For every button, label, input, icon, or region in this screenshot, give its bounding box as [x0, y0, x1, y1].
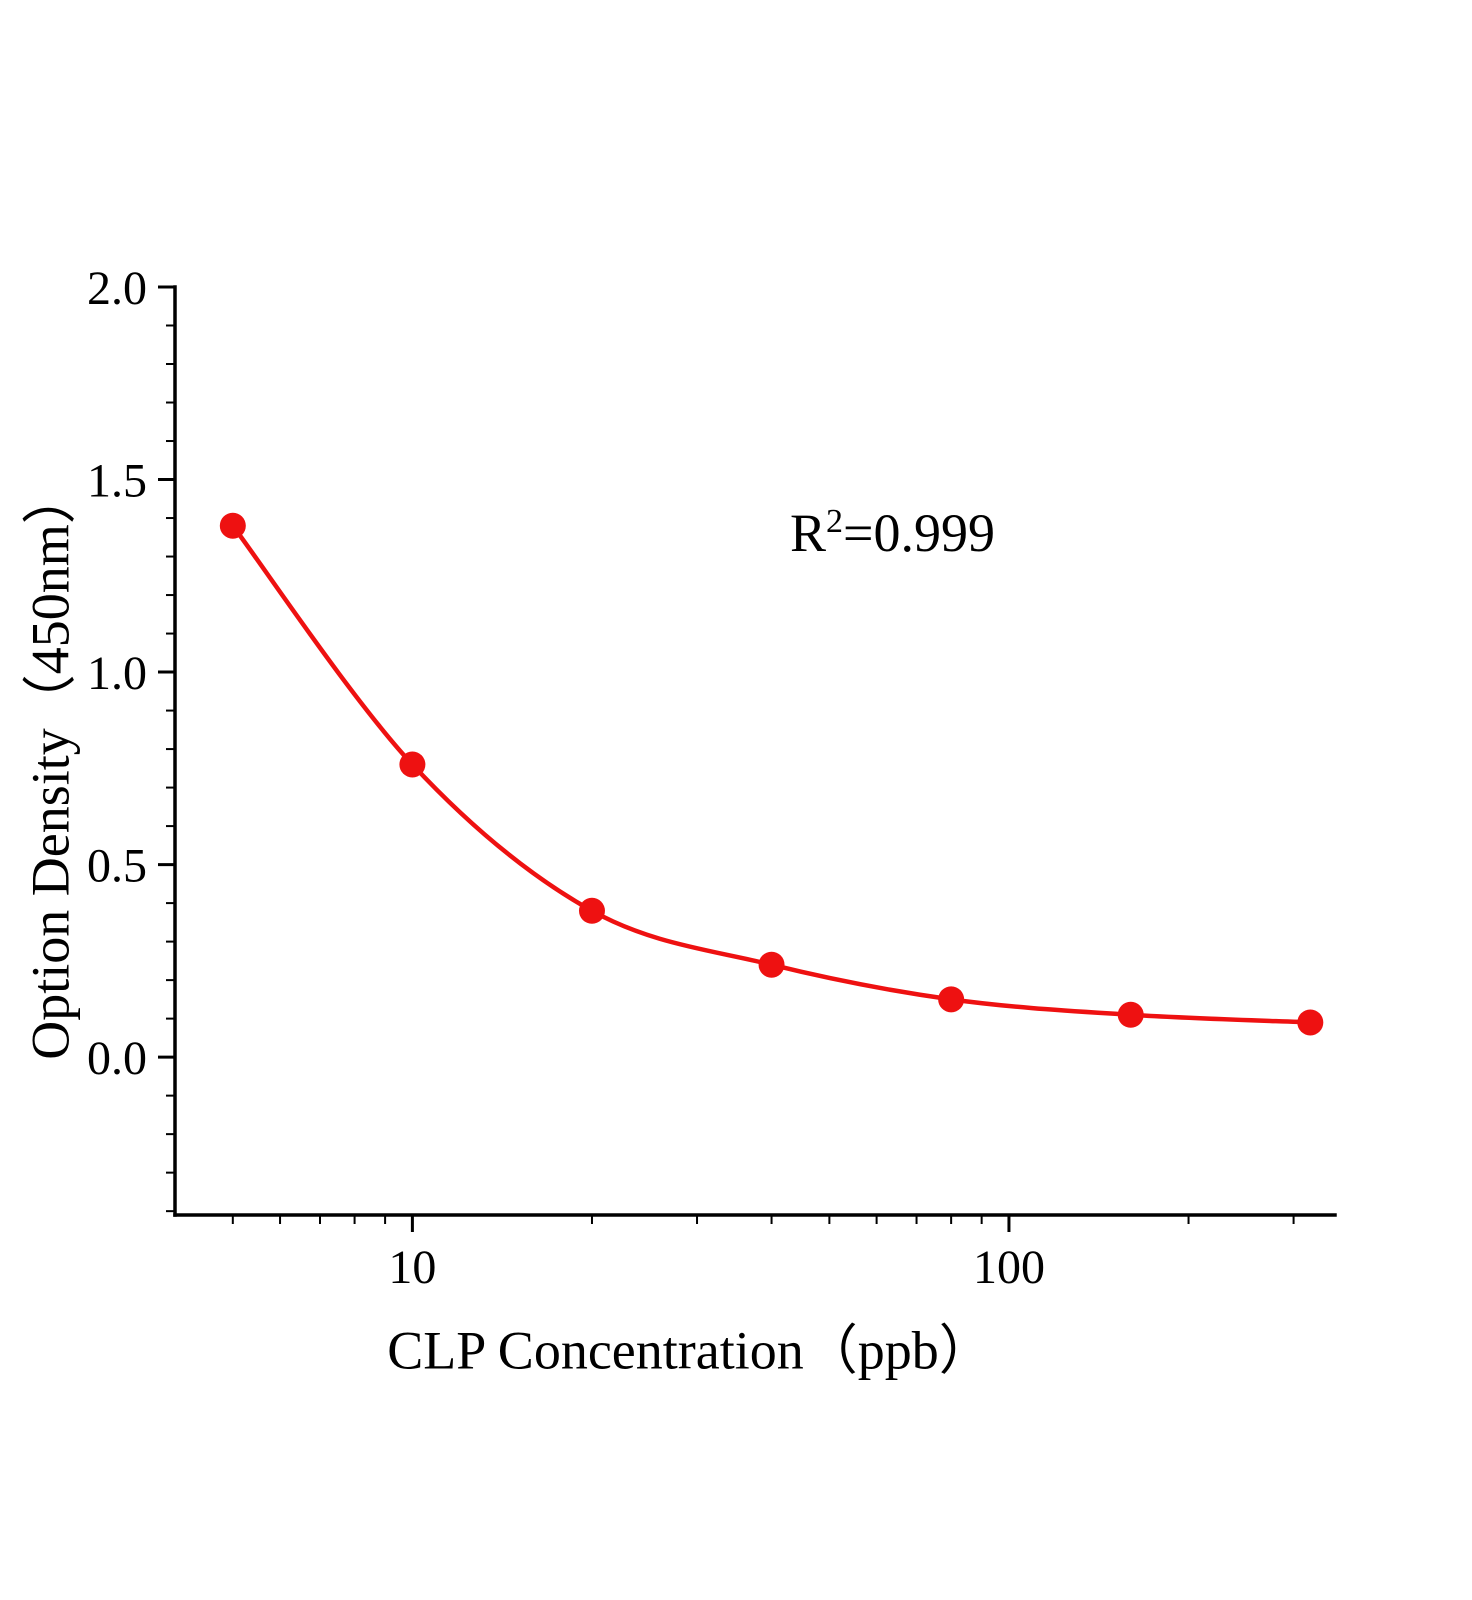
x-axis-title: CLP Concentration（ppb）	[387, 1320, 993, 1381]
fit-curve	[230, 523, 1313, 1025]
r-squared-base: R	[790, 503, 827, 563]
x-tick-label: 100	[973, 1241, 1045, 1294]
x-tick-label: 10	[388, 1241, 436, 1294]
y-tick-label: 0.0	[87, 1032, 147, 1085]
data-point	[938, 986, 965, 1013]
data-point	[1297, 1009, 1324, 1036]
r-squared-value: =0.999	[843, 503, 995, 563]
data-point	[219, 512, 246, 539]
data-point	[578, 897, 605, 924]
y-axis-title: Option Density（450nm）	[20, 470, 81, 1060]
data-point	[1117, 1001, 1144, 1028]
data-point	[758, 951, 785, 978]
r-squared-sup: 2	[826, 503, 844, 540]
y-tick-label: 0.5	[87, 840, 147, 893]
y-tick-label: 1.0	[87, 647, 147, 700]
r-squared-annotation: R2=0.999	[790, 502, 995, 564]
data-point	[399, 751, 426, 778]
y-tick-label: 2.0	[87, 262, 147, 315]
y-tick-label: 1.5	[87, 455, 147, 508]
